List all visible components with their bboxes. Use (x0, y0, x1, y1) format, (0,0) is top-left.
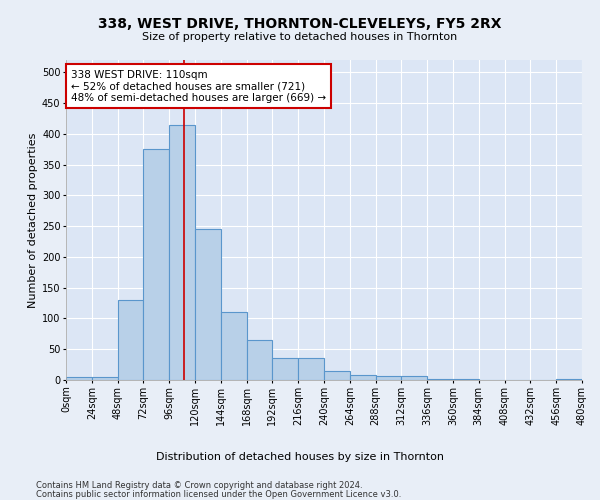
Text: Distribution of detached houses by size in Thornton: Distribution of detached houses by size … (156, 452, 444, 462)
Bar (247, 340, 272, 380)
Bar (169, 124, 195, 380)
Bar (401, 376, 427, 380)
Bar (118, 300, 143, 380)
Text: Size of property relative to detached houses in Thornton: Size of property relative to detached ho… (142, 32, 458, 42)
Bar (66, 377, 92, 380)
Bar (195, 229, 221, 380)
Text: Contains HM Land Registry data © Crown copyright and database right 2024.: Contains HM Land Registry data © Crown c… (36, 481, 362, 490)
Text: 338 WEST DRIVE: 110sqm
← 52% of detached houses are smaller (721)
48% of semi-de: 338 WEST DRIVE: 110sqm ← 52% of detached… (71, 70, 326, 103)
Text: Contains public sector information licensed under the Open Government Licence v3: Contains public sector information licen… (36, 490, 401, 499)
Y-axis label: Number of detached properties: Number of detached properties (28, 132, 38, 308)
Bar (92, 377, 118, 380)
Text: 338, WEST DRIVE, THORNTON-CLEVELEYS, FY5 2RX: 338, WEST DRIVE, THORNTON-CLEVELEYS, FY5… (98, 18, 502, 32)
Bar (298, 358, 324, 380)
Bar (350, 375, 376, 380)
Bar (272, 358, 298, 380)
Bar (324, 372, 350, 380)
Bar (143, 149, 169, 380)
Bar (221, 312, 247, 380)
Bar (376, 376, 401, 380)
